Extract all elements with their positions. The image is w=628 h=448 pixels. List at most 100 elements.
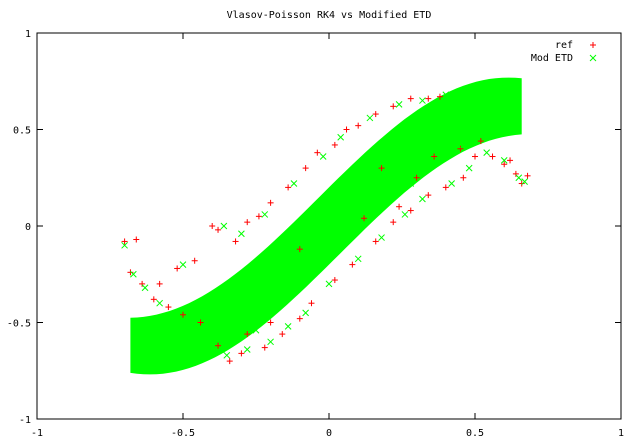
ref-point xyxy=(431,153,438,160)
ref-point xyxy=(331,141,338,148)
mod-etd-point xyxy=(366,114,374,122)
mod-etd-point xyxy=(515,174,523,182)
mod-etd-point xyxy=(243,346,251,353)
ref-point xyxy=(396,203,403,210)
ref-point xyxy=(139,280,146,287)
ref-point xyxy=(302,165,309,172)
ref-point xyxy=(472,153,478,160)
ref-point xyxy=(390,219,397,226)
y-tick-label: 0.5 xyxy=(13,126,31,137)
mod-etd-point xyxy=(442,91,450,99)
ref-series xyxy=(121,93,531,365)
mod-etd-dense-cloud xyxy=(130,77,522,375)
ref-point xyxy=(314,149,321,156)
y-tick-label: -1 xyxy=(19,415,31,426)
legend-marker-mod-etd xyxy=(589,54,597,62)
mod-etd-point xyxy=(220,222,228,230)
mod-etd-point xyxy=(407,180,415,187)
ref-point xyxy=(255,213,262,220)
ref-point xyxy=(261,344,268,351)
x-tick-label: 1 xyxy=(618,428,624,439)
ref-point xyxy=(156,280,163,287)
mod-etd-density-region xyxy=(130,77,522,375)
mod-etd-point xyxy=(267,338,274,346)
legend-label-ref: ref xyxy=(555,40,573,51)
mod-etd-point xyxy=(179,261,187,268)
mod-etd-point xyxy=(448,180,455,187)
mod-etd-series xyxy=(121,91,528,359)
ref-point xyxy=(215,226,222,233)
ref-point xyxy=(349,261,356,268)
mod-etd-point xyxy=(395,101,403,108)
ref-point xyxy=(343,126,350,133)
mod-etd-point xyxy=(454,141,461,149)
chart-title: Vlasov-Poisson RK4 vs Modified ETD xyxy=(227,10,432,21)
ref-point xyxy=(121,238,128,245)
ref-point xyxy=(215,342,222,349)
mod-etd-point xyxy=(465,164,473,172)
ref-point xyxy=(180,311,186,318)
ref-point xyxy=(209,223,216,229)
ref-point xyxy=(127,269,134,276)
ref-point xyxy=(165,304,172,311)
y-tick-label: -0.5 xyxy=(7,319,31,330)
ref-point xyxy=(244,331,251,338)
mod-etd-point xyxy=(238,230,245,238)
ref-point xyxy=(133,236,140,243)
legend-label-mod-etd: Mod ETD xyxy=(531,53,573,64)
mod-etd-point xyxy=(401,211,409,218)
mod-etd-point xyxy=(223,351,231,359)
mod-etd-point xyxy=(261,211,269,218)
ref-point xyxy=(226,358,233,365)
ref-point xyxy=(296,315,303,322)
ref-point xyxy=(436,93,443,100)
ref-point xyxy=(489,153,496,160)
ref-point xyxy=(460,174,467,181)
mod-etd-point xyxy=(252,326,260,334)
ref-point xyxy=(524,172,531,179)
ref-point xyxy=(355,122,362,129)
mod-etd-point xyxy=(284,323,292,330)
mod-etd-point xyxy=(319,153,327,160)
ref-point xyxy=(407,95,414,102)
x-tick-label: -0.5 xyxy=(171,428,195,439)
mod-etd-point xyxy=(521,178,528,185)
mod-etd-point xyxy=(325,280,333,288)
mod-etd-point xyxy=(500,157,508,164)
ref-point xyxy=(267,199,274,206)
legend-marker-ref xyxy=(590,42,596,48)
ref-point xyxy=(197,319,204,326)
ref-point xyxy=(378,165,385,172)
ref-point xyxy=(390,103,397,110)
y-axis-ticks: -1 -0.5 0 0.5 1 xyxy=(7,29,621,426)
ref-point xyxy=(331,277,338,284)
ref-point xyxy=(501,161,508,168)
ref-point xyxy=(425,192,432,199)
ref-point xyxy=(413,174,420,181)
mod-etd-point xyxy=(378,234,385,241)
ref-point xyxy=(512,170,519,177)
ref-point xyxy=(507,157,514,164)
ref-point xyxy=(285,184,292,191)
x-tick-label: 0.5 xyxy=(466,428,484,439)
mod-etd-point xyxy=(302,309,309,317)
ref-point xyxy=(191,257,198,264)
ref-point xyxy=(296,246,303,253)
y-tick-label: 1 xyxy=(25,29,31,40)
mod-etd-point xyxy=(191,319,199,326)
ref-point xyxy=(308,300,315,307)
mod-etd-point xyxy=(208,338,216,346)
mod-etd-point xyxy=(483,149,491,157)
mod-etd-point xyxy=(337,133,345,141)
ref-point xyxy=(372,111,379,118)
ref-point xyxy=(407,207,414,214)
mod-etd-point xyxy=(354,255,362,263)
ref-point xyxy=(279,331,286,338)
mod-etd-point xyxy=(290,180,298,187)
mod-etd-point xyxy=(419,195,426,203)
x-axis-ticks: -1 -0.5 0 0.5 1 xyxy=(31,33,624,439)
ref-point xyxy=(150,296,157,303)
x-tick-label: 0 xyxy=(326,428,332,439)
ref-point xyxy=(361,215,368,222)
